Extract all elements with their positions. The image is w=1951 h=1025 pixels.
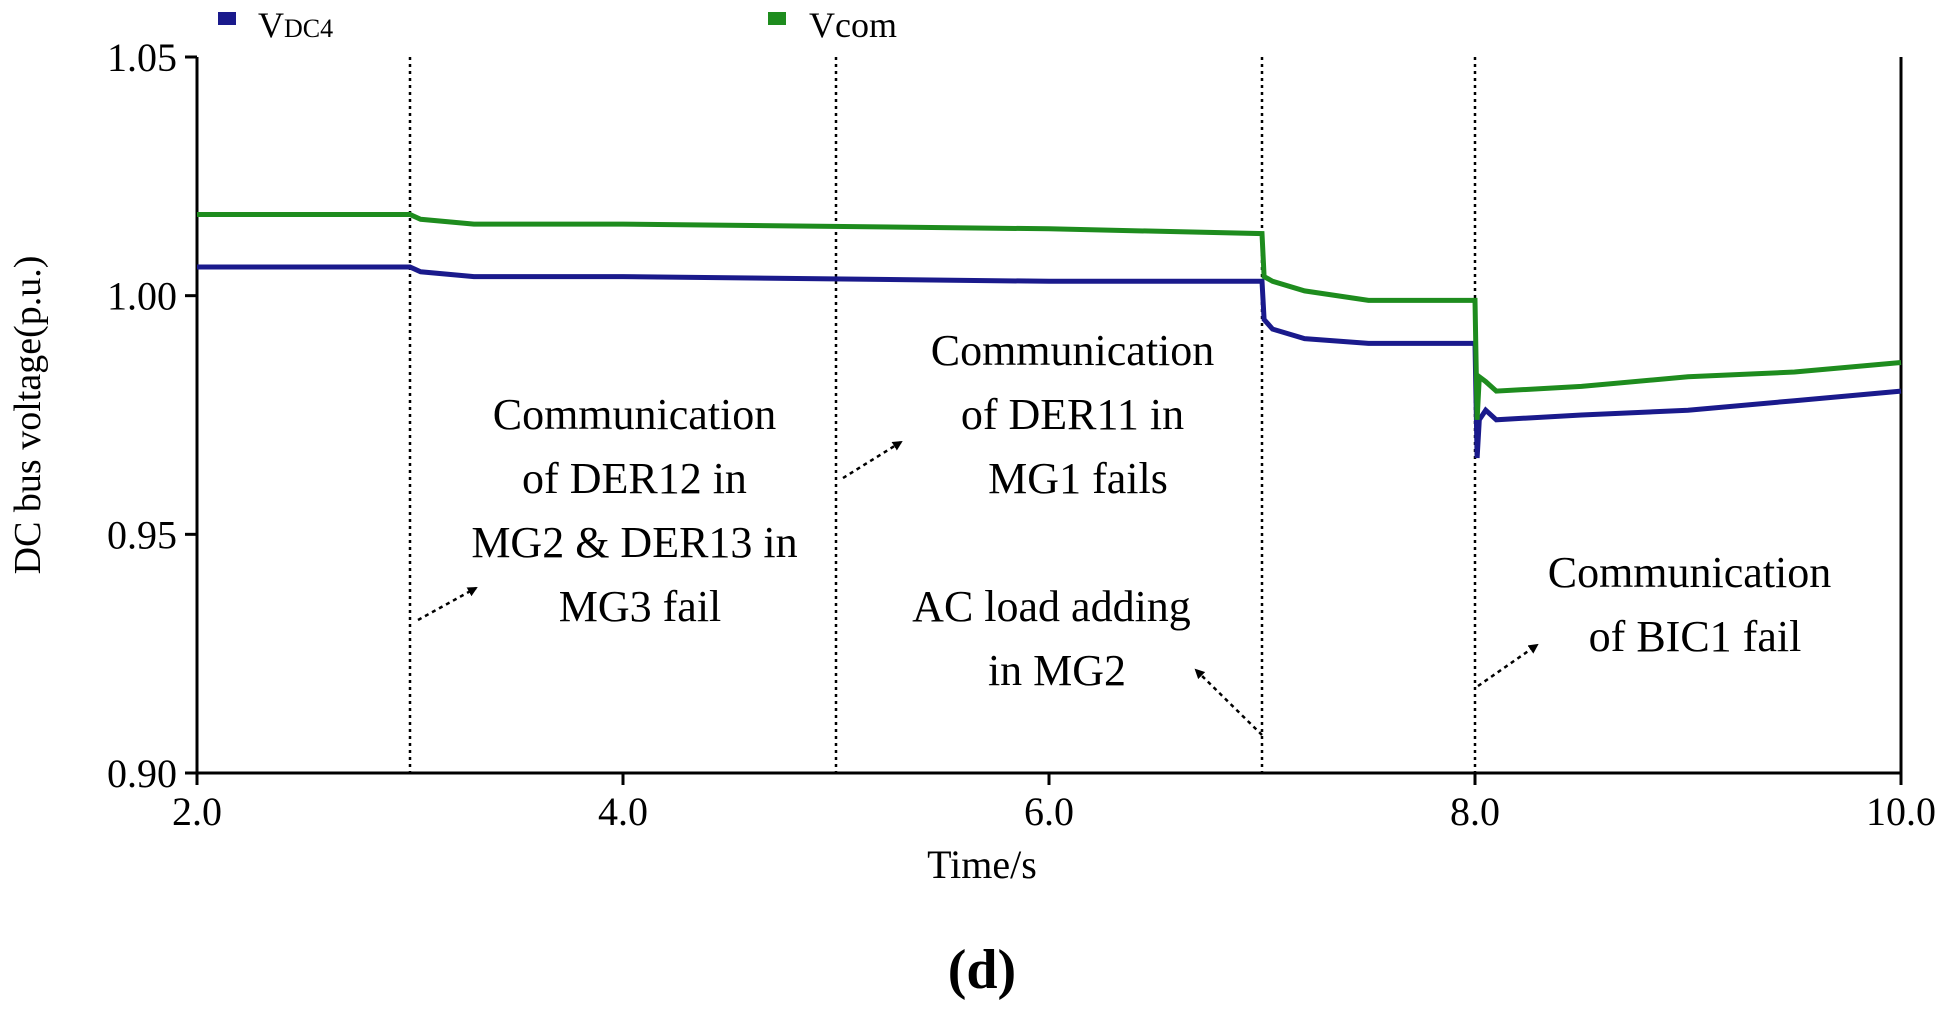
annotation-der11-line-1: Communication xyxy=(931,326,1215,375)
annotation-bic1-line-1: Communication xyxy=(1548,548,1832,597)
legend-label-vdc4-main: V xyxy=(258,5,284,45)
annotation-bic1: Communication of BIC1 fail xyxy=(1548,548,1843,661)
y-tick-label: 1.05 xyxy=(107,35,177,80)
annotation-der12-line-3: MG2 & DER13 in xyxy=(471,518,797,567)
annotation-der11-line-2: of DER11 in xyxy=(961,390,1184,439)
annotation-ac-load-line-1: AC load adding xyxy=(912,582,1191,631)
legend-swatch-vcom xyxy=(768,12,786,25)
annotation-ac-load: AC load adding in MG2 xyxy=(912,582,1202,695)
annotation-der11-line-3: MG1 fails xyxy=(988,454,1168,503)
series-line-vcom xyxy=(197,212,1902,420)
annotation-ac-load-line-2: in MG2 xyxy=(988,646,1126,695)
x-tick-label: 8.0 xyxy=(1450,789,1500,834)
x-ticks: 2.0 4.0 6.0 8.0 10.0 xyxy=(172,773,1936,834)
annotation-arrows xyxy=(417,440,1539,736)
annotation-der12-line-4: MG3 fail xyxy=(559,582,722,631)
arrow-event-3 xyxy=(1194,668,1263,736)
series-line-vdc4 xyxy=(197,264,1902,459)
arrow-event-4 xyxy=(1477,643,1539,688)
x-tick-label: 2.0 xyxy=(172,789,222,834)
annotations: Communication of DER12 in MG2 & DER13 in… xyxy=(471,326,1843,695)
legend: VDC4 Vcom xyxy=(218,5,897,45)
annotation-der12-der13: Communication of DER12 in MG2 & DER13 in… xyxy=(471,390,808,631)
x-tick-label: 4.0 xyxy=(598,789,648,834)
y-tick-label: 1.00 xyxy=(107,274,177,319)
annotation-bic1-line-2: of BIC1 fail xyxy=(1589,612,1802,661)
x-tick-label: 6.0 xyxy=(1024,789,1074,834)
y-tick-label: 0.95 xyxy=(107,512,177,557)
y-axis-label: DC bus voltage(p.u.) xyxy=(7,256,49,575)
y-ticks: 0.90 0.95 1.00 1.05 xyxy=(107,35,197,796)
figure-caption: (d) xyxy=(948,939,1016,1001)
legend-label-vdc4-sub: DC4 xyxy=(284,14,333,43)
series-layer xyxy=(197,212,1902,459)
legend-swatch-vdc4 xyxy=(218,12,236,25)
axes: 2.0 4.0 6.0 8.0 10.0 0.90 0.95 1.00 1.05 Time/s… xyxy=(7,35,1936,887)
y-tick-label: 0.90 xyxy=(107,751,177,796)
legend-label-vdc4: VDC4 xyxy=(258,5,333,45)
x-tick-label: 10.0 xyxy=(1866,789,1936,834)
annotation-der11: Communication of DER11 in MG1 fails xyxy=(931,326,1226,503)
x-axis-label: Time/s xyxy=(927,842,1037,887)
annotation-der12-line-1: Communication xyxy=(493,390,777,439)
arrow-event-2 xyxy=(842,440,903,480)
legend-label-vcom: Vcom xyxy=(809,5,897,45)
arrow-event-1 xyxy=(417,586,478,622)
annotation-der12-line-2: of DER12 in xyxy=(522,454,747,503)
